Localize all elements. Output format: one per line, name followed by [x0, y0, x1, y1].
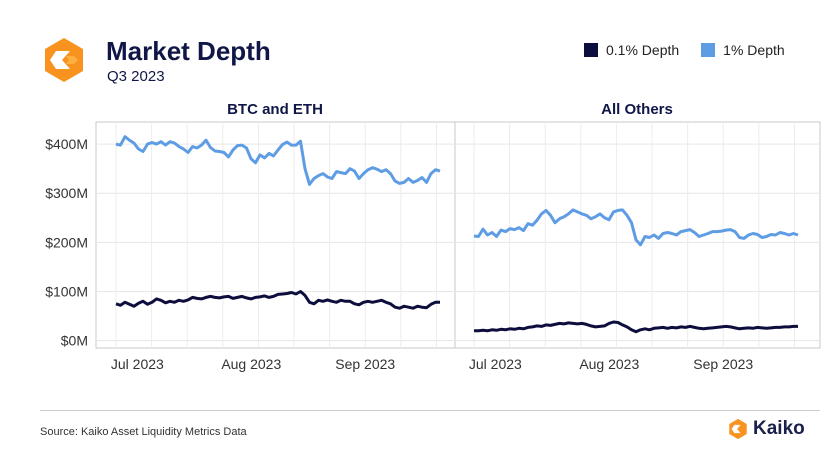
page-subtitle: Q3 2023	[107, 68, 165, 85]
x-tick-label: Aug 2023	[221, 356, 281, 372]
grid-right	[455, 122, 820, 348]
series-line-0-1pct-all-others	[474, 320, 798, 334]
source-note: Source: Kaiko Asset Liquidity Metrics Da…	[40, 426, 247, 438]
legend-label: 1% Depth	[723, 42, 785, 58]
legend-item-1pct: 1% Depth	[701, 42, 785, 58]
y-tick-label: $0M	[61, 333, 88, 349]
market-depth-chart: BTC and ETH All Others $0M $100M $200M $…	[45, 101, 821, 372]
x-tick-label: Jul 2023	[469, 356, 522, 372]
brand-mark: Kaiko	[727, 418, 805, 440]
header: Market Depth Q3 2023 0.1% Depth 1% Depth	[0, 0, 835, 90]
panel-frame-right	[454, 121, 821, 349]
page-title: Market Depth	[106, 36, 271, 66]
x-tick-label: Jul 2023	[111, 356, 164, 372]
legend-label: 0.1% Depth	[606, 42, 680, 58]
panel-title-right: All Others	[601, 101, 673, 118]
series-line-1pct-all-others	[473, 208, 799, 247]
x-tick-label: Aug 2023	[579, 356, 639, 372]
series-line-0-1pct-btc-eth	[115, 290, 440, 310]
footer-divider	[40, 410, 820, 411]
y-tick-label: $100M	[45, 284, 88, 300]
y-tick-label: $300M	[45, 185, 88, 201]
x-tick-label: Sep 2023	[693, 356, 753, 372]
x-tick-label: Sep 2023	[335, 356, 395, 372]
kaiko-brand-icon	[729, 418, 747, 440]
y-axis-ticks: $0M $100M $200M $300M $400M	[45, 136, 88, 349]
y-tick-label: $400M	[45, 136, 88, 152]
legend-swatch	[584, 43, 598, 57]
y-tick-label: $200M	[45, 234, 88, 250]
kaiko-logo-icon	[45, 38, 83, 82]
legend: 0.1% Depth 1% Depth	[584, 42, 807, 58]
legend-item-0-1pct: 0.1% Depth	[584, 42, 679, 58]
legend-swatch	[701, 43, 716, 57]
x-axis-ticks: Jul 2023 Aug 2023 Sep 2023 Jul 2023 Aug …	[111, 356, 754, 372]
series-line-1pct-btc-eth	[115, 135, 441, 186]
panel-title-left: BTC and ETH	[227, 101, 323, 118]
grid-left	[96, 122, 455, 348]
brand-name: Kaiko	[753, 418, 805, 439]
